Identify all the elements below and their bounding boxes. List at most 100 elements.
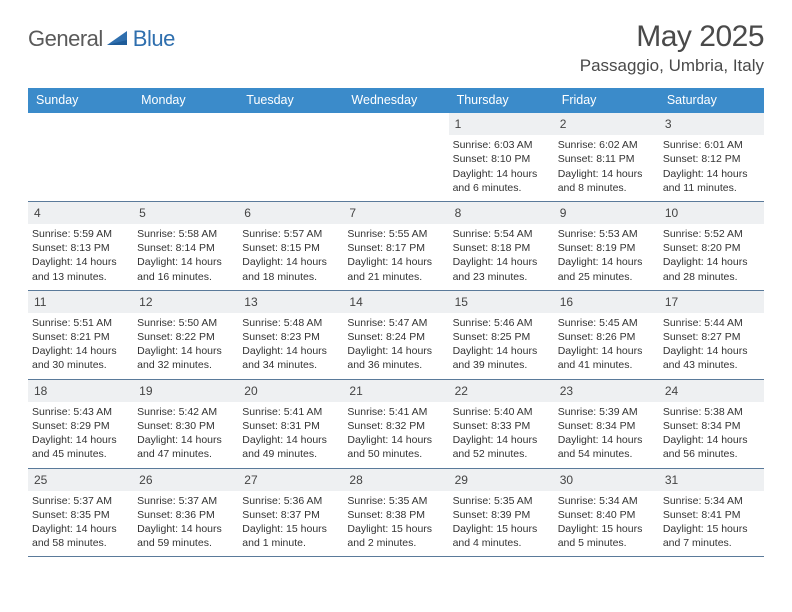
empty-day-cell bbox=[28, 113, 133, 202]
sunset-text: Sunset: 8:36 PM bbox=[137, 508, 234, 522]
day-cell: 17 Sunrise: 5:44 AMSunset: 8:27 PMDayligh… bbox=[659, 291, 764, 380]
daylight-text: Daylight: 14 hours and 43 minutes. bbox=[663, 344, 760, 372]
sunrise-text: Sunrise: 5:37 AM bbox=[137, 494, 234, 508]
day-cell: 3Sunrise: 6:01 AMSunset: 8:12 PMDaylight… bbox=[659, 113, 764, 202]
sunrise-text: Sunrise: 5:52 AM bbox=[663, 227, 760, 241]
daylight-text: Daylight: 14 hours and 39 minutes. bbox=[453, 344, 550, 372]
sunset-text: Sunset: 8:17 PM bbox=[347, 241, 444, 255]
daylight-text: Daylight: 15 hours and 2 minutes. bbox=[347, 522, 444, 550]
daylight-text: Daylight: 14 hours and 16 minutes. bbox=[137, 255, 234, 283]
sunrise-text: Sunrise: 6:03 AM bbox=[453, 138, 550, 152]
day-number: 24 bbox=[659, 380, 764, 402]
sunrise-text: Sunrise: 5:44 AM bbox=[663, 316, 760, 330]
sunrise-text: Sunrise: 5:48 AM bbox=[242, 316, 339, 330]
sunset-text: Sunset: 8:35 PM bbox=[32, 508, 129, 522]
day-cell: 2Sunrise: 6:02 AMSunset: 8:11 PMDaylight… bbox=[554, 113, 659, 202]
sunset-text: Sunset: 8:25 PM bbox=[453, 330, 550, 344]
day-number: 21 bbox=[343, 380, 448, 402]
day-cell: 12Sunrise: 5:50 AMSunset: 8:22 PMDayligh… bbox=[133, 291, 238, 380]
sunset-text: Sunset: 8:27 PM bbox=[663, 330, 760, 344]
sunset-text: Sunset: 8:32 PM bbox=[347, 419, 444, 433]
sunset-text: Sunset: 8:15 PM bbox=[242, 241, 339, 255]
day-cell: 24Sunrise: 5:38 AMSunset: 8:34 PMDayligh… bbox=[659, 380, 764, 469]
daylight-text: Daylight: 14 hours and 47 minutes. bbox=[137, 433, 234, 461]
title-block: May 2025 Passaggio, Umbria, Italy bbox=[580, 20, 764, 76]
sunrise-text: Sunrise: 5:38 AM bbox=[663, 405, 760, 419]
sunset-text: Sunset: 8:26 PM bbox=[558, 330, 655, 344]
logo: General Blue bbox=[28, 26, 175, 52]
day-cell: 25 Sunrise: 5:37 AMSunset: 8:35 PMDayligh… bbox=[28, 469, 133, 558]
day-number: 29 bbox=[449, 469, 554, 491]
sunset-text: Sunset: 8:24 PM bbox=[347, 330, 444, 344]
day-cell: 19Sunrise: 5:42 AMSunset: 8:30 PMDayligh… bbox=[133, 380, 238, 469]
sunrise-text: Sunrise: 5:45 AM bbox=[558, 316, 655, 330]
day-number: 30 bbox=[554, 469, 659, 491]
day-number: 2 bbox=[554, 113, 659, 135]
month-title: May 2025 bbox=[580, 20, 764, 54]
location-subtitle: Passaggio, Umbria, Italy bbox=[580, 56, 764, 76]
sunrise-text: Sunrise: 5:37 AM bbox=[32, 494, 129, 508]
day-cell: 28Sunrise: 5:35 AMSunset: 8:38 PMDayligh… bbox=[343, 469, 448, 558]
daylight-text: Daylight: 14 hours and 13 minutes. bbox=[32, 255, 129, 283]
day-number: 17 bbox=[659, 291, 764, 313]
day-number: 28 bbox=[343, 469, 448, 491]
day-cell: 22Sunrise: 5:40 AMSunset: 8:33 PMDayligh… bbox=[449, 380, 554, 469]
day-number: 11 bbox=[28, 291, 133, 313]
day-number: 25 bbox=[28, 469, 133, 491]
sunset-text: Sunset: 8:13 PM bbox=[32, 241, 129, 255]
day-number: 8 bbox=[449, 202, 554, 224]
sunrise-text: Sunrise: 5:35 AM bbox=[453, 494, 550, 508]
day-cell: 10Sunrise: 5:52 AMSunset: 8:20 PMDayligh… bbox=[659, 202, 764, 291]
sunset-text: Sunset: 8:23 PM bbox=[242, 330, 339, 344]
sunrise-text: Sunrise: 5:41 AM bbox=[347, 405, 444, 419]
day-number: 13 bbox=[238, 291, 343, 313]
day-cell: 15Sunrise: 5:46 AMSunset: 8:25 PMDayligh… bbox=[449, 291, 554, 380]
day-number: 1 bbox=[449, 113, 554, 135]
sunset-text: Sunset: 8:31 PM bbox=[242, 419, 339, 433]
day-number: 4 bbox=[28, 202, 133, 224]
daylight-text: Daylight: 15 hours and 1 minute. bbox=[242, 522, 339, 550]
weekday-header-row: SundayMondayTuesdayWednesdayThursdayFrid… bbox=[28, 88, 764, 113]
sunset-text: Sunset: 8:38 PM bbox=[347, 508, 444, 522]
day-cell: 31Sunrise: 5:34 AMSunset: 8:41 PMDayligh… bbox=[659, 469, 764, 558]
day-number: 15 bbox=[449, 291, 554, 313]
sunrise-text: Sunrise: 5:58 AM bbox=[137, 227, 234, 241]
day-cell: 29Sunrise: 5:35 AMSunset: 8:39 PMDayligh… bbox=[449, 469, 554, 558]
sunset-text: Sunset: 8:34 PM bbox=[663, 419, 760, 433]
day-cell: 30Sunrise: 5:34 AMSunset: 8:40 PMDayligh… bbox=[554, 469, 659, 558]
sunrise-text: Sunrise: 5:53 AM bbox=[558, 227, 655, 241]
sunrise-text: Sunrise: 5:54 AM bbox=[453, 227, 550, 241]
day-number: 23 bbox=[554, 380, 659, 402]
sunrise-text: Sunrise: 5:47 AM bbox=[347, 316, 444, 330]
daylight-text: Daylight: 14 hours and 58 minutes. bbox=[32, 522, 129, 550]
daylight-text: Daylight: 14 hours and 6 minutes. bbox=[453, 167, 550, 195]
day-number: 3 bbox=[659, 113, 764, 135]
day-number: 14 bbox=[343, 291, 448, 313]
day-number: 6 bbox=[238, 202, 343, 224]
sunset-text: Sunset: 8:29 PM bbox=[32, 419, 129, 433]
sunset-text: Sunset: 8:19 PM bbox=[558, 241, 655, 255]
day-cell: 18Sunrise: 5:43 AMSunset: 8:29 PMDayligh… bbox=[28, 380, 133, 469]
sunset-text: Sunset: 8:11 PM bbox=[558, 152, 655, 166]
daylight-text: Daylight: 14 hours and 52 minutes. bbox=[453, 433, 550, 461]
day-cell: 1Sunrise: 6:03 AMSunset: 8:10 PMDaylight… bbox=[449, 113, 554, 202]
weekday-header: Thursday bbox=[449, 88, 554, 113]
day-cell: 11Sunrise: 5:51 AMSunset: 8:21 PMDayligh… bbox=[28, 291, 133, 380]
daylight-text: Daylight: 14 hours and 25 minutes. bbox=[558, 255, 655, 283]
sunset-text: Sunset: 8:12 PM bbox=[663, 152, 760, 166]
daylight-text: Daylight: 14 hours and 59 minutes. bbox=[137, 522, 234, 550]
daylight-text: Daylight: 14 hours and 49 minutes. bbox=[242, 433, 339, 461]
daylight-text: Daylight: 14 hours and 11 minutes. bbox=[663, 167, 760, 195]
sunset-text: Sunset: 8:37 PM bbox=[242, 508, 339, 522]
daylight-text: Daylight: 15 hours and 4 minutes. bbox=[453, 522, 550, 550]
logo-triangle-icon bbox=[107, 28, 129, 51]
day-number: 27 bbox=[238, 469, 343, 491]
daylight-text: Daylight: 14 hours and 28 minutes. bbox=[663, 255, 760, 283]
daylight-text: Daylight: 14 hours and 21 minutes. bbox=[347, 255, 444, 283]
daylight-text: Daylight: 15 hours and 5 minutes. bbox=[558, 522, 655, 550]
sunrise-text: Sunrise: 5:59 AM bbox=[32, 227, 129, 241]
daylight-text: Daylight: 14 hours and 36 minutes. bbox=[347, 344, 444, 372]
day-cell: 23Sunrise: 5:39 AMSunset: 8:34 PMDayligh… bbox=[554, 380, 659, 469]
sunrise-text: Sunrise: 5:50 AM bbox=[137, 316, 234, 330]
day-number: 31 bbox=[659, 469, 764, 491]
